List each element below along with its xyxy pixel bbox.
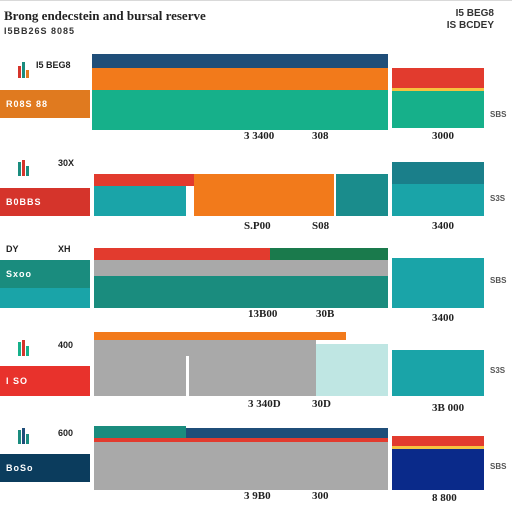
row-1-mini-yellow-line <box>392 88 484 91</box>
header-legend-line-2: IS BCDEY <box>446 20 494 31</box>
row-2-code: 30X <box>58 158 75 168</box>
row-5-bar-grey <box>94 442 388 490</box>
row-5-mini-red <box>392 436 484 448</box>
chart-subtitle: I5BB26S 8085 <box>4 26 76 36</box>
row-3-mini-teal <box>392 258 484 308</box>
row-3-tag: SBS <box>490 276 507 285</box>
row-2-foot-b: S08 <box>312 220 330 232</box>
row-4-category-pill: I SO <box>0 366 90 396</box>
row-2-bar-red <box>94 174 194 186</box>
row-3-left-teal <box>0 288 90 308</box>
row-5-bar-teal <box>94 426 186 438</box>
row-3-bar-red <box>94 248 270 260</box>
header-legend: I5 BEG8 IS BCDEY <box>447 8 494 32</box>
row-2-category-pill: B0BBS <box>0 188 90 216</box>
row-4-bars-icon <box>18 340 30 356</box>
row-4-bar-lightteal <box>316 344 388 396</box>
row-1-foot-a: 3 3400 <box>244 130 275 142</box>
row-2-bar-orange <box>194 174 334 216</box>
row-5-foot-b: 300 <box>312 490 329 502</box>
row-4-bar-orange <box>94 332 346 340</box>
chart-title: Brong endecstein and bursal reserve <box>4 8 206 23</box>
row-3-category-pill: Sxoo <box>0 260 90 288</box>
row-5-mini-yellow-line <box>392 446 484 449</box>
row-3-foot-b: 30B <box>316 308 335 320</box>
row-1-label: I5 BEG8 <box>36 60 71 70</box>
row-4-foot-b: 30D <box>312 398 331 410</box>
row-3-label: DY <box>6 244 19 254</box>
header-legend-line-1: I5 BEG8 <box>455 8 494 19</box>
row-5-mini-value: 8 800 <box>432 492 457 504</box>
chart-row-1: I5 BEG8 R08S 88 3 3400 308 3000 SBS <box>0 50 512 142</box>
row-2-tag: S3S <box>490 194 506 203</box>
row-4-bar-gap <box>186 356 189 396</box>
row-4-tag: S3S <box>490 366 506 375</box>
row-4-mini-value: 3B 000 <box>432 402 465 414</box>
row-5-foot-a: 3 9B0 <box>244 490 271 502</box>
row-5-bar-navy <box>186 428 388 438</box>
row-4-foot-a: 3 340D <box>248 398 281 410</box>
row-2-bars-icon <box>18 160 30 176</box>
row-3-mini-value: 3400 <box>432 312 454 324</box>
row-1-mini-red <box>392 68 484 90</box>
row-1-bar-green <box>92 90 388 130</box>
row-5-tag: SBS <box>490 462 507 471</box>
row-4-code: 400 <box>58 340 74 350</box>
row-5-bar-red-line <box>94 438 388 442</box>
row-5-code: 600 <box>58 428 74 438</box>
row-1-category-pill: R08S 88 <box>0 90 90 118</box>
row-3-foot-a: 13B00 <box>248 308 278 320</box>
row-5-category-pill: BoSo <box>0 454 90 482</box>
row-1-mini-green <box>392 90 484 128</box>
row-2-foot-a: S.P00 <box>244 220 271 232</box>
row-1-bar-navy <box>92 54 388 68</box>
top-divider <box>0 0 512 1</box>
row-2-bar-teal <box>94 186 186 216</box>
row-2-mini-teal-dark <box>392 162 484 184</box>
row-2-mini-teal <box>392 184 484 216</box>
row-3-bar-teal <box>94 276 388 308</box>
row-1-foot-b: 308 <box>312 130 329 142</box>
row-1-bars-icon <box>18 62 30 78</box>
row-1-bar-orange <box>92 68 388 90</box>
chart-row-2: 30X B0BBS S.P00 S08 3400 S3S <box>0 148 512 240</box>
chart-row-4: 400 I SO 3 340D 30D 3B 000 S3S <box>0 326 512 418</box>
row-5-bars-icon <box>18 428 30 444</box>
row-1-tag: SBS <box>490 110 507 119</box>
row-3-code: XH <box>58 244 71 254</box>
row-5-mini-navy <box>392 448 484 490</box>
row-2-mini-value: 3400 <box>432 220 454 232</box>
chart-row-5: 600 BoSo 3 9B0 300 8 800 SBS <box>0 418 512 512</box>
chart-row-3: DY XH Sxoo 13B00 30B 3400 SBS <box>0 236 512 328</box>
row-1-mini-value: 3000 <box>432 130 454 142</box>
row-3-bar-darkgreen <box>270 248 388 260</box>
row-3-bar-grey <box>94 260 388 276</box>
row-2-bar-teal-dark <box>336 174 388 216</box>
row-4-mini-teal <box>392 350 484 396</box>
row-4-bar-grey <box>94 340 316 396</box>
